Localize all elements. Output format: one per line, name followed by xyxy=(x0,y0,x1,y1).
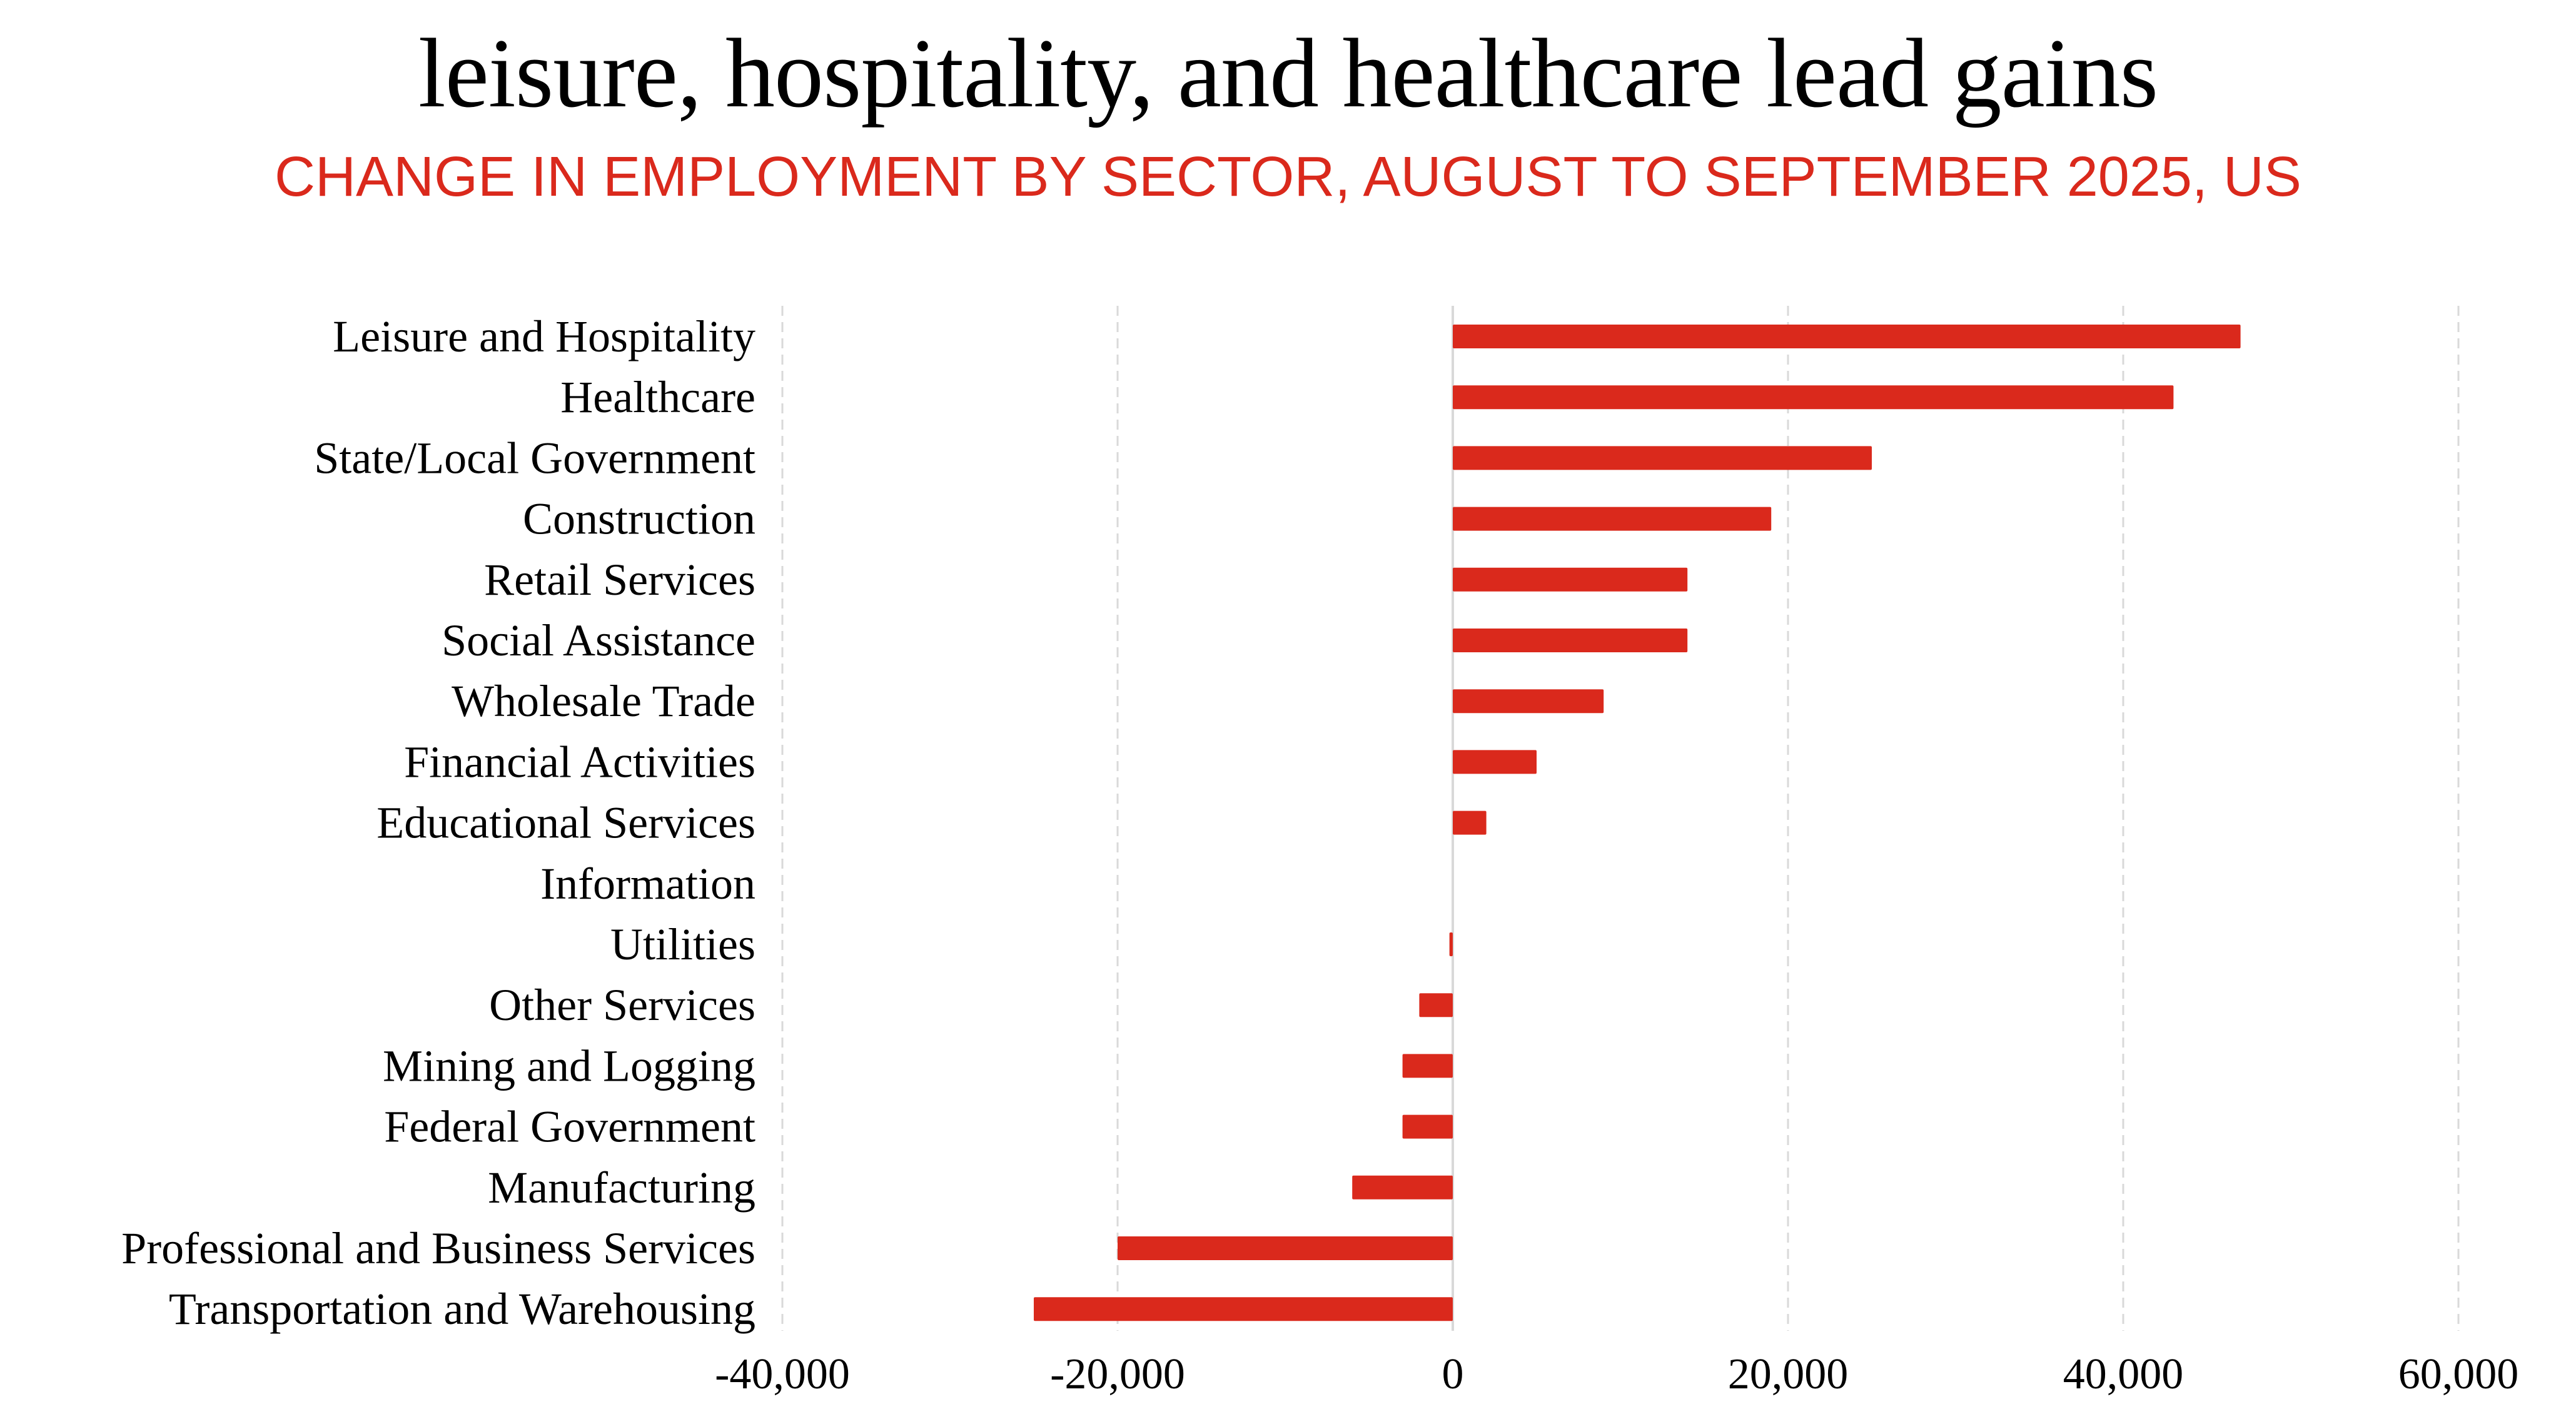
category-label: Social Assistance xyxy=(442,615,755,665)
category-label: Retail Services xyxy=(484,555,755,605)
bar xyxy=(1453,810,1487,835)
bar xyxy=(1453,629,1688,652)
bar xyxy=(1453,567,1688,592)
x-tick-label: 20,000 xyxy=(1728,1350,1849,1398)
bar xyxy=(1352,1175,1453,1199)
bar xyxy=(1453,325,2241,348)
category-label: Mining and Logging xyxy=(383,1041,755,1091)
bar xyxy=(1453,689,1604,714)
category-label: Information xyxy=(540,859,755,909)
x-tick-label: 0 xyxy=(1442,1350,1464,1398)
x-tick-label: 60,000 xyxy=(2398,1350,2519,1398)
category-label: Manufacturing xyxy=(488,1163,755,1213)
category-label: Other Services xyxy=(489,980,755,1030)
x-tick-label: -20,000 xyxy=(1050,1350,1185,1398)
category-label: Utilities xyxy=(610,919,755,969)
chart-title: leisure, hospitality, and healthcare lea… xyxy=(418,19,2158,128)
bars xyxy=(1034,325,2241,1321)
category-label: Educational Services xyxy=(376,798,755,848)
bar xyxy=(1419,993,1453,1018)
category-label: Construction xyxy=(523,494,755,544)
bar xyxy=(1453,750,1537,774)
bar xyxy=(1402,1114,1453,1139)
category-label: Financial Activities xyxy=(404,737,755,787)
bar xyxy=(1453,507,1772,531)
bar xyxy=(1118,1236,1453,1260)
category-label: Wholesale Trade xyxy=(452,676,755,726)
bar xyxy=(1034,1297,1453,1321)
category-label: Transportation and Warehousing xyxy=(169,1284,755,1334)
bar xyxy=(1402,1054,1453,1078)
bar xyxy=(1453,385,2174,410)
x-axis-tick-labels: -40,000 -20,000 0 20,000 40,000 60,000 xyxy=(715,1350,2518,1398)
category-label: Federal Government xyxy=(384,1102,755,1152)
category-label: State/Local Government xyxy=(314,433,755,483)
x-tick-label: 40,000 xyxy=(2063,1350,2184,1398)
chart-subtitle: CHANGE IN EMPLOYMENT BY SECTOR, AUGUST T… xyxy=(275,146,2301,208)
category-label: Professional and Business Services xyxy=(121,1223,755,1273)
bar xyxy=(1449,932,1453,956)
bar xyxy=(1453,446,1872,470)
x-tick-label: -40,000 xyxy=(715,1350,850,1398)
category-labels: Leisure and Hospitality Healthcare State/L… xyxy=(121,311,755,1334)
category-label: Healthcare xyxy=(560,372,755,422)
category-label: Leisure and Hospitality xyxy=(333,311,755,361)
